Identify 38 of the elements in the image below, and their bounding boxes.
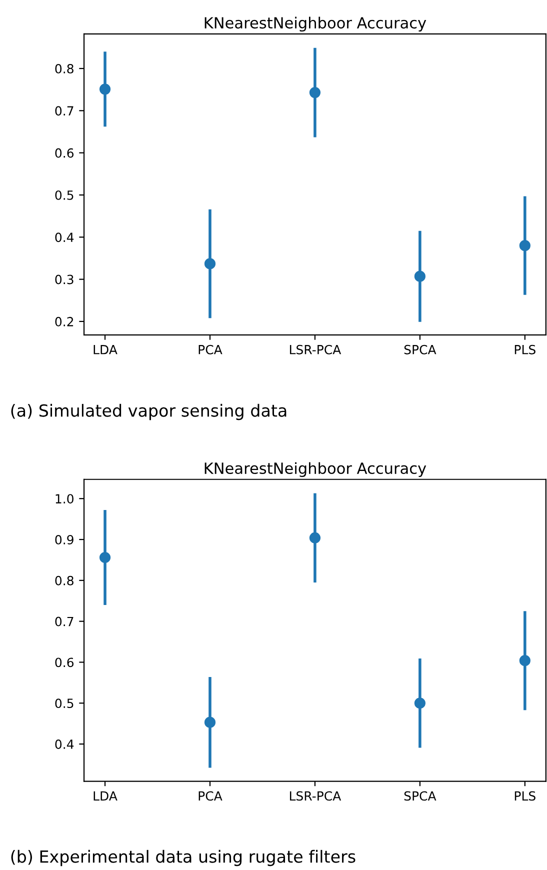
y-tick-label: 0.8 <box>55 64 74 74</box>
x-tick-label: PCA <box>198 344 222 354</box>
point <box>414 698 426 709</box>
y-tick-label: 0.3 <box>55 274 74 284</box>
y-tick-label: 0.8 <box>55 576 74 586</box>
y-tick-label: 0.7 <box>55 616 74 626</box>
y-tick-label: 0.9 <box>55 534 74 544</box>
y-tick-label: 0.7 <box>55 106 74 116</box>
y-tick-label: 0.4 <box>55 232 74 242</box>
y-tick-label: 0.6 <box>55 658 74 668</box>
x-tick-label: LSR-PCA <box>290 791 342 801</box>
y-tick-label: 1.0 <box>56 494 74 504</box>
point <box>414 270 426 282</box>
point <box>309 532 321 544</box>
x-tick-label: LDA <box>94 791 118 800</box>
y-tick-label: 0.5 <box>55 698 74 708</box>
chart-title: KNearestNeighboor Accuracy <box>204 16 426 32</box>
x-tick-label: SPCA <box>404 344 436 354</box>
x-tick-label: SPCA <box>404 791 436 801</box>
point <box>519 655 530 666</box>
point <box>204 716 216 728</box>
y-tick-label: 0.6 <box>55 148 74 158</box>
point <box>309 86 321 98</box>
point <box>99 84 111 95</box>
x-tick-label: PLS <box>514 791 536 801</box>
point <box>519 240 530 252</box>
point <box>99 552 111 564</box>
y-tick-label: 0.2 <box>55 316 74 326</box>
x-tick-label: PCA <box>198 791 222 801</box>
chart-title: KNearestNeighboor Accuracy <box>204 462 426 477</box>
y-tick-label: 0.4 <box>55 740 74 749</box>
point <box>204 258 216 270</box>
x-tick-label: LSR-PCA <box>290 344 342 354</box>
x-tick-label: LDA <box>94 345 118 354</box>
x-tick-label: PLS <box>514 344 536 354</box>
text: (a) Simulated vapor sensing data <box>11 404 286 420</box>
text: (b) Experimental data using rugate filters <box>11 850 356 866</box>
y-tick-label: 0.5 <box>55 190 74 200</box>
